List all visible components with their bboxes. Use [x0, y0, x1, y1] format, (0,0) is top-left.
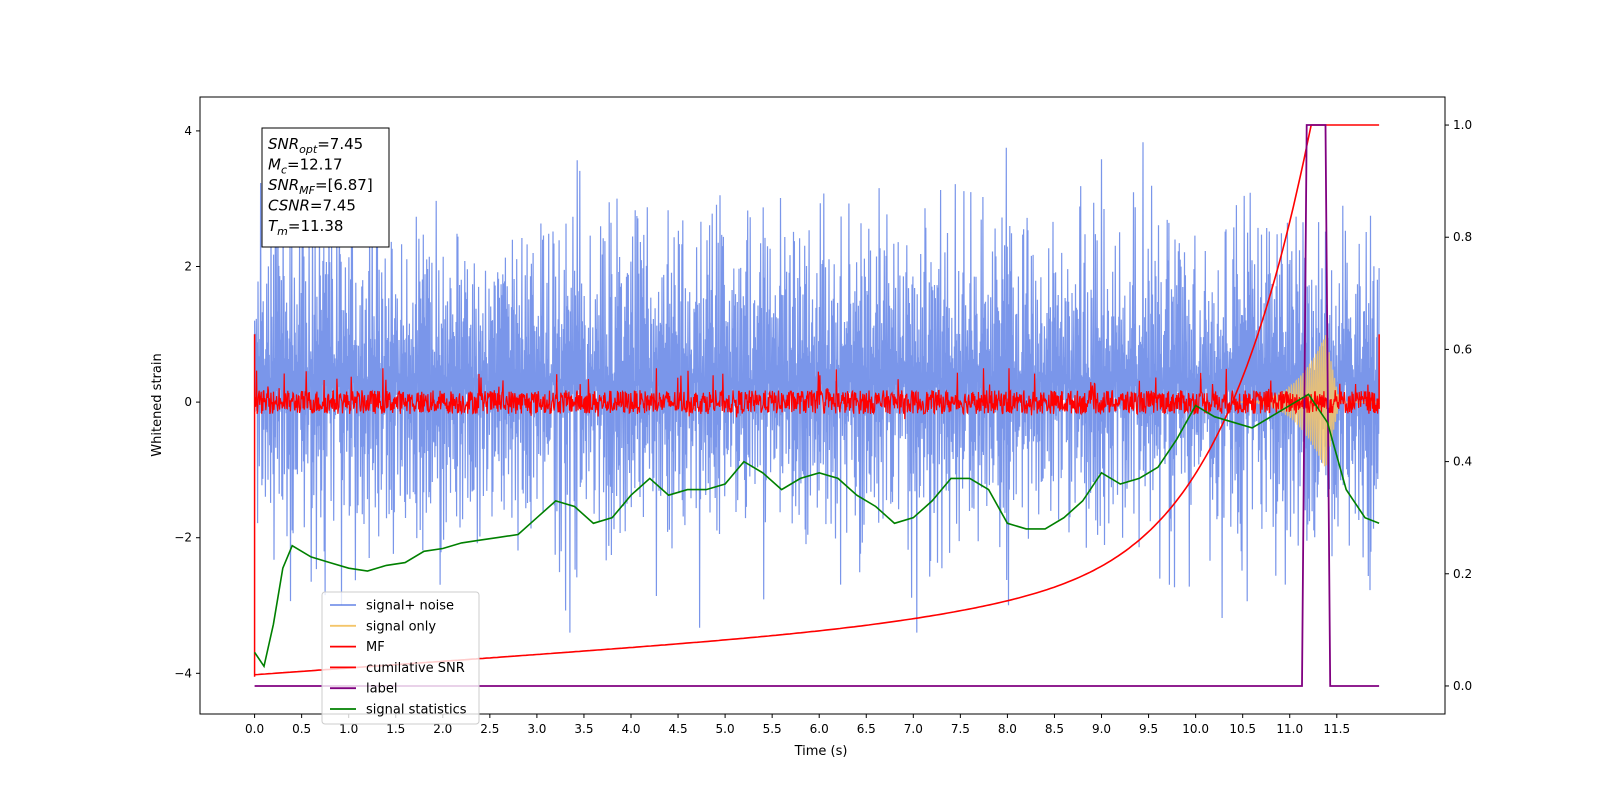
y-axis-left-label: Whitened strain — [150, 353, 165, 456]
x-tick-label: 2.5 — [480, 722, 499, 736]
info-line: Tm=11.38 — [268, 217, 343, 238]
legend-entry: signal+ noise — [366, 599, 454, 614]
y-axis-right: 1.0 0.8 0.6 0.4 0.2 0.0 — [1445, 118, 1472, 693]
y-left-tick-label: −2 — [174, 531, 192, 545]
legend-entry: cumilative SNR — [366, 661, 465, 676]
y-right-tick-label: 0.8 — [1453, 230, 1472, 244]
x-tick-label: 10.5 — [1229, 722, 1256, 736]
x-axis-label: Time (s) — [794, 744, 848, 759]
series-label — [254, 124, 1380, 687]
y-left-tick-label: 4 — [184, 124, 192, 138]
x-tick-label: 1.0 — [339, 722, 358, 736]
y-left-tick-label: 0 — [184, 395, 192, 409]
x-tick-label: 10.0 — [1182, 722, 1209, 736]
x-tick-label: 3.0 — [527, 722, 546, 736]
series-layer — [253, 124, 1380, 687]
y-left-tick-label: 2 — [184, 260, 192, 274]
legend-entry: MF — [366, 640, 385, 655]
x-tick-label: 0.0 — [245, 722, 264, 736]
series-mf — [254, 368, 1380, 420]
info-line: CSNR=7.45 — [268, 197, 356, 215]
legend-entry: label — [366, 682, 397, 697]
x-tick-label: 1.5 — [386, 722, 405, 736]
y-right-tick-label: 0.6 — [1453, 342, 1472, 356]
info-box: SNRopt=7.45Mc=12.17SNRMF=[6.87]CSNR=7.45… — [261, 127, 390, 248]
legend-entry: signal only — [366, 619, 436, 634]
x-axis: 0.0 0.5 1.0 1.5 2.0 2.5 3.0 3.5 4.0 4.5 5.0 5.5 6.0 6… — [245, 714, 1350, 736]
x-tick-label: 11.5 — [1323, 722, 1350, 736]
y-right-tick-label: 0.4 — [1453, 455, 1472, 469]
x-tick-label: 4.5 — [669, 722, 688, 736]
x-tick-label: 8.5 — [1045, 722, 1064, 736]
legend-entry: signal statistics — [366, 703, 467, 718]
info-line: SNRopt=7.45 — [268, 135, 363, 156]
x-tick-label: 0.5 — [292, 722, 311, 736]
x-tick-label: 6.0 — [810, 722, 829, 736]
x-tick-label: 3.5 — [574, 722, 593, 736]
x-tick-label: 6.5 — [857, 722, 876, 736]
y-right-tick-label: 0.0 — [1453, 679, 1472, 693]
plot-frame — [199, 96, 1446, 715]
legend: signal+ noise signal only MF cumilative SNR… — [321, 591, 480, 725]
x-tick-label: 9.5 — [1139, 722, 1158, 736]
x-tick-label: 9.0 — [1092, 722, 1111, 736]
info-line: Mc=12.17 — [268, 156, 343, 177]
y-axis-left: 4 2 0 −2 −4 — [174, 124, 200, 680]
info-line: SNRMF=[6.87] — [268, 176, 373, 197]
series-signal-statistics — [253, 393, 1380, 669]
x-tick-label: 7.0 — [904, 722, 923, 736]
x-tick-label: 7.5 — [951, 722, 970, 736]
x-tick-label: 4.0 — [621, 722, 640, 736]
x-tick-label: 8.0 — [998, 722, 1017, 736]
y-left-tick-label: −4 — [174, 666, 192, 680]
series-signal-noise — [254, 142, 1380, 633]
x-tick-label: 5.0 — [716, 722, 735, 736]
x-tick-label: 11.0 — [1276, 722, 1303, 736]
y-right-tick-label: 1.0 — [1453, 118, 1472, 132]
x-tick-label: 2.0 — [433, 722, 452, 736]
x-tick-label: 5.5 — [763, 722, 782, 736]
y-right-tick-label: 0.2 — [1453, 567, 1472, 581]
